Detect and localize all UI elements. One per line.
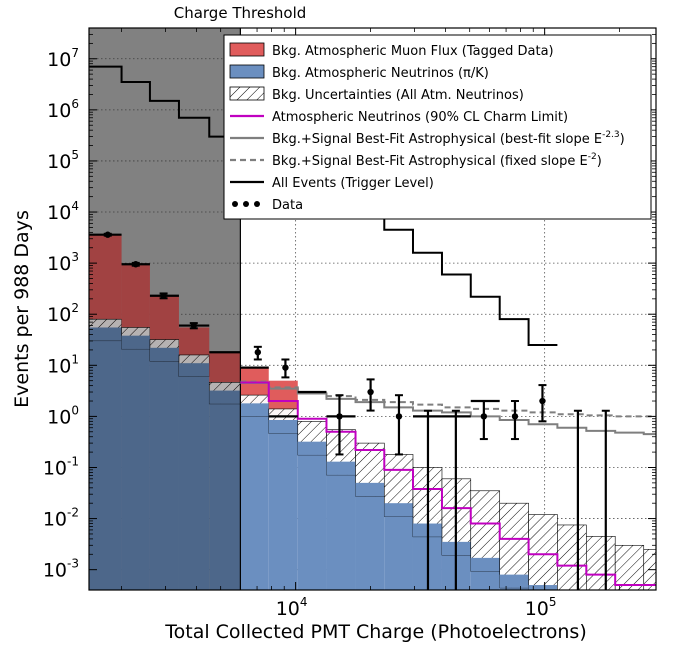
data-point <box>367 388 374 396</box>
data-point <box>539 397 546 405</box>
legend-label: Bkg. Uncertainties (All Atm. Neutrinos) <box>272 88 524 103</box>
y-tick-label: 104 <box>47 199 79 224</box>
atm-neutrino-bar-fill <box>326 461 356 475</box>
legend: Bkg. Atmospheric Muon Flux (Tagged Data)… <box>223 34 652 220</box>
threshold-overlay <box>89 28 241 590</box>
atm-neutrino-bar <box>355 482 385 590</box>
data-point <box>511 413 519 420</box>
uncertainty-band <box>643 549 656 590</box>
uncertainty-band <box>470 490 500 572</box>
atm-neutrino-bar <box>297 441 327 590</box>
legend-label: Atmospheric Neutrinos (90% CL Charm Limi… <box>272 110 568 125</box>
legend-label: Bkg. Atmospheric Neutrinos (π/K) <box>272 66 489 81</box>
uncertainty-band <box>557 524 587 590</box>
atm-neutrino-bar <box>149 347 179 590</box>
y-tick-label: 106 <box>47 97 79 122</box>
plot-clip-group <box>89 28 656 603</box>
legend-swatch <box>232 201 238 207</box>
legend-box <box>223 34 652 220</box>
data-point <box>160 292 167 299</box>
atm-neutrino-bar-fill <box>528 585 558 590</box>
atm-neutrino-bar-fill <box>615 590 644 603</box>
plot-frame <box>88 27 657 591</box>
atm-neutrino-bar-fill <box>499 574 529 588</box>
y-tick-label: 105 <box>47 148 79 173</box>
uncertainty-band <box>499 503 529 588</box>
atm-neutrino-bar-fill <box>644 590 656 603</box>
atm-neutrino-bar-fill <box>470 557 500 572</box>
atm-neutrino-bar-fill <box>557 590 586 603</box>
atm-neutrino-bar-fill <box>121 335 150 349</box>
y-tick-label: 103 <box>47 250 79 275</box>
uncertainty-band <box>528 514 558 590</box>
muon-flux-bar <box>149 295 179 348</box>
y-tick-label: 102 <box>47 301 79 326</box>
atm-neutrino-bar-fill <box>178 363 210 377</box>
atm-neutrino-bar-fill <box>209 390 241 404</box>
legend-swatch <box>229 64 265 79</box>
legend-swatch <box>243 201 249 207</box>
atm-neutrino-bar-fill <box>355 482 385 497</box>
atm-neutrino-bar <box>326 461 356 590</box>
atm-neutrino-bar <box>384 503 413 590</box>
data-point <box>132 261 139 268</box>
legend-label: Data <box>272 198 303 213</box>
legend-label: All Events (Trigger Level) <box>272 176 434 191</box>
atm-neutrino-bar-fill <box>384 503 413 517</box>
atm-neutrino-bar-fill <box>586 590 615 603</box>
fixed-slope-line <box>240 380 656 418</box>
y-tick-label: 100 <box>47 403 79 428</box>
atm-neutrino-bar-fill <box>240 403 269 417</box>
atm-neutrino-bar <box>89 327 122 590</box>
muon-flux-bar <box>121 264 150 336</box>
atm-neutrino-bar-fill <box>89 327 122 341</box>
x-axis-label: Total Collected PMT Charge (Photoelectro… <box>164 621 587 643</box>
uncertainty-band-edge <box>643 549 656 590</box>
threshold-label: Charge Threshold <box>174 4 307 22</box>
atm-neutrino-bar <box>121 335 150 590</box>
legend-swatch <box>229 42 265 57</box>
atm-neutrino-bar-fill <box>297 441 327 455</box>
y-axis-label: Events per 988 Days <box>11 210 33 408</box>
atm-neutrino-bar-fill <box>268 420 298 434</box>
legend-swatch <box>254 201 260 207</box>
atm-neutrino-bar <box>240 403 269 590</box>
axes: 10-3 10-2 10-1 100 101 102 103 104 105 106 107 104 1… <box>43 27 657 620</box>
y-tick-label: 10-2 <box>43 506 79 531</box>
data-point <box>282 364 289 371</box>
uncertainty-band <box>615 545 644 590</box>
data-point <box>190 322 197 329</box>
y-tick-label: 10-1 <box>43 454 79 479</box>
plot-area <box>89 28 656 603</box>
y-tick-label: 101 <box>47 352 79 377</box>
charm-limit-line <box>240 381 656 587</box>
atm-neutrino-bar <box>178 363 210 590</box>
data-point <box>395 413 403 420</box>
legend-swatch <box>229 86 265 101</box>
legend-label: Bkg.+Signal Best-Fit Astrophysical (best… <box>272 130 625 147</box>
y-tick-label: 10-3 <box>43 557 79 582</box>
data-point <box>104 231 111 238</box>
legend-label: Bkg.+Signal Best-Fit Astrophysical (fixe… <box>272 152 602 169</box>
x-tick-label: 105 <box>525 595 557 620</box>
uncertainty-band <box>586 536 616 590</box>
legend-label: Bkg. Atmospheric Muon Flux (Tagged Data) <box>272 44 554 59</box>
atm-neutrino-bar <box>209 390 241 590</box>
y-tick-label: 107 <box>47 46 79 71</box>
atm-neutrino-bar-fill <box>149 347 179 362</box>
data-point <box>480 413 488 420</box>
atm-neutrino-bar <box>268 420 298 590</box>
data-point <box>254 349 262 356</box>
x-tick-label: 104 <box>276 595 308 620</box>
muon-flux-bar <box>89 234 122 328</box>
